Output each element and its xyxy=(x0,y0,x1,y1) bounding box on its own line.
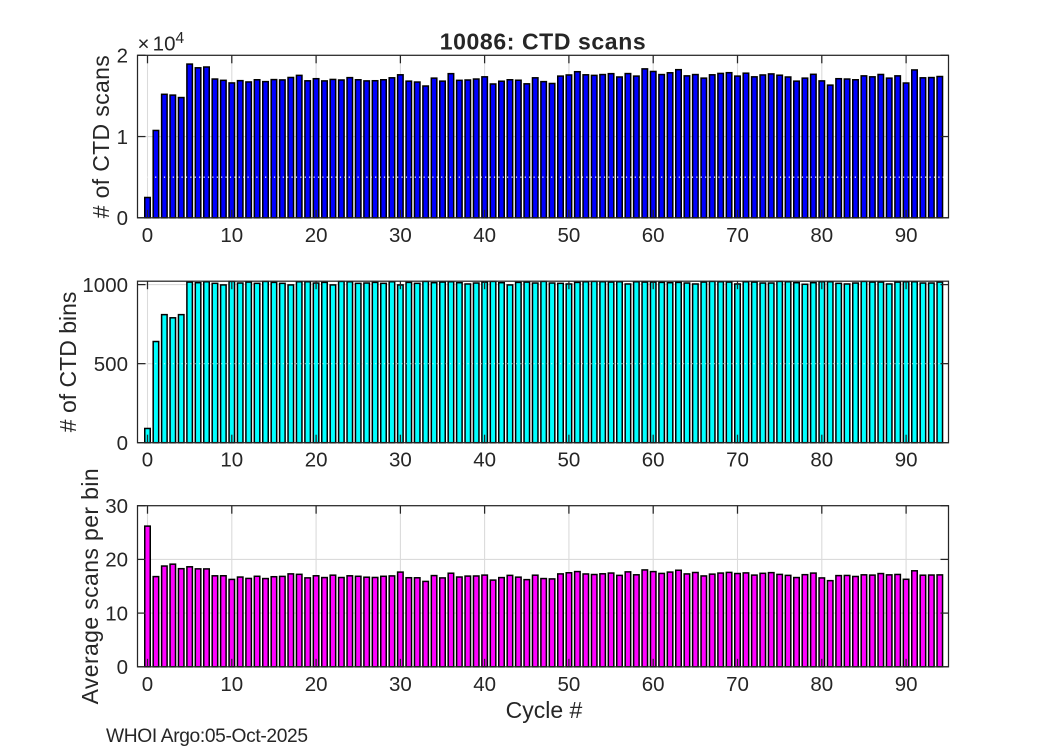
svg-text:80: 80 xyxy=(810,224,833,247)
svg-text:0: 0 xyxy=(117,207,128,230)
svg-text:90: 90 xyxy=(895,449,918,472)
svg-text:90: 90 xyxy=(895,224,918,247)
svg-text:30: 30 xyxy=(105,495,128,518)
svg-text:10: 10 xyxy=(220,449,243,472)
svg-text:70: 70 xyxy=(726,449,749,472)
svg-text:30: 30 xyxy=(389,449,412,472)
svg-text:WHOI Argo:05-Oct-2025: WHOI Argo:05-Oct-2025 xyxy=(106,726,308,747)
svg-text:10: 10 xyxy=(105,602,128,625)
svg-text:10086: CTD scans: 10086: CTD scans xyxy=(440,29,646,55)
svg-text:0: 0 xyxy=(142,673,153,696)
svg-text:1: 1 xyxy=(117,126,128,149)
svg-text:20: 20 xyxy=(305,224,328,247)
svg-text:80: 80 xyxy=(810,449,833,472)
svg-text:50: 50 xyxy=(557,449,580,472)
svg-text:40: 40 xyxy=(473,673,496,696)
svg-text:×104: × 104 xyxy=(138,30,185,56)
svg-text:70: 70 xyxy=(726,673,749,696)
svg-text:60: 60 xyxy=(642,673,665,696)
svg-text:80: 80 xyxy=(810,673,833,696)
svg-text:50: 50 xyxy=(557,224,580,247)
svg-text:1000: 1000 xyxy=(82,274,128,297)
svg-text:60: 60 xyxy=(642,449,665,472)
svg-text:40: 40 xyxy=(473,224,496,247)
svg-text:0: 0 xyxy=(117,432,128,455)
svg-text:20: 20 xyxy=(305,449,328,472)
svg-text:0: 0 xyxy=(117,656,128,679)
svg-text:10: 10 xyxy=(220,673,243,696)
svg-text:20: 20 xyxy=(305,673,328,696)
svg-text:60: 60 xyxy=(642,224,665,247)
svg-text:70: 70 xyxy=(726,224,749,247)
svg-text:30: 30 xyxy=(389,224,412,247)
svg-text:# of CTD scans: # of CTD scans xyxy=(88,55,114,218)
svg-text:500: 500 xyxy=(94,353,128,376)
svg-text:50: 50 xyxy=(557,673,580,696)
svg-text:0: 0 xyxy=(142,224,153,247)
svg-text:0: 0 xyxy=(142,449,153,472)
svg-text:40: 40 xyxy=(473,449,496,472)
svg-text:Average scans per bin: Average scans per bin xyxy=(77,468,103,704)
svg-text:10: 10 xyxy=(220,224,243,247)
svg-text:Cycle #: Cycle # xyxy=(506,697,583,723)
svg-text:30: 30 xyxy=(389,673,412,696)
svg-text:2: 2 xyxy=(117,45,128,68)
svg-text:90: 90 xyxy=(895,673,918,696)
svg-text:# of CTD bins: # of CTD bins xyxy=(55,292,81,433)
svg-text:20: 20 xyxy=(105,549,128,572)
